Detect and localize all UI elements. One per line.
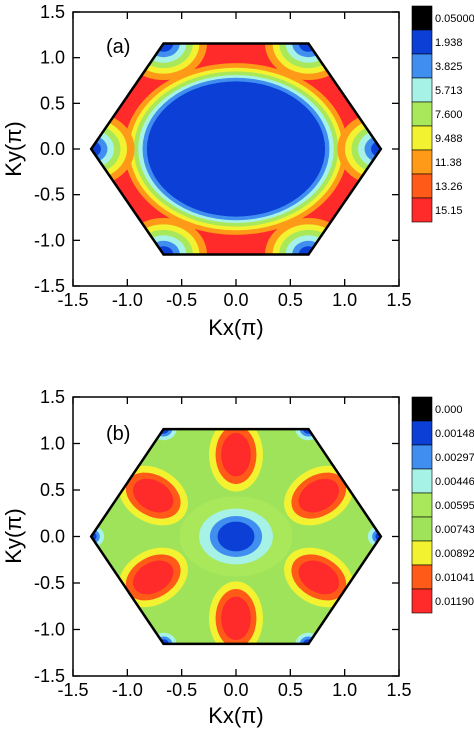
legend-label-a-6: 11.38 — [435, 157, 462, 169]
legend-label-a-3: 5.713 — [435, 85, 463, 97]
legend-label-b-7: 0.01041 — [435, 572, 474, 584]
legend-swatch-a-8 — [411, 197, 433, 223]
center-blue-b — [217, 521, 255, 552]
y-tick-label-b-1: 1.0 — [40, 434, 65, 454]
y-tick-label-a-6: -1.5 — [34, 276, 65, 296]
y-tick-label-a-5: -1.0 — [34, 230, 65, 250]
x-tick-label-a-6: 1.5 — [386, 290, 411, 310]
legend-label-b-2: 0.002975 — [435, 452, 474, 464]
x-axis-label-b: Kx(π) — [208, 703, 264, 728]
legend-label-a-1: 1.938 — [435, 37, 463, 49]
legend-swatch-a-2 — [411, 53, 433, 79]
brillouin-zone-a — [89, 42, 383, 256]
panel-b: -1.5 -1.0 -0.5 0.0 0.5 1.0 1.5 1.5 1.0 0.5 0.0 -0.5… — [1, 387, 474, 728]
legend-label-b-3: 0.004463 — [435, 476, 474, 488]
lobe-red-2 — [298, 560, 340, 595]
legend-label-a-5: 9.488 — [435, 133, 463, 145]
x-tick-label-b-0: -1.5 — [57, 680, 88, 700]
panel-a: -1.5 -1.0 -0.5 0.0 0.5 1.0 1.5 1.5 1.0 0.5 0.0 -0.5… — [1, 2, 474, 340]
x-tick-label-b-4: 0.5 — [278, 680, 303, 700]
x-tick-label-a-1: -1.0 — [112, 290, 143, 310]
legend-swatch-a-0 — [411, 5, 433, 31]
y-tick-label-a-0: 1.5 — [40, 2, 65, 22]
tick-labels-a: -1.5 -1.0 -0.5 0.0 0.5 1.0 1.5 1.5 1.0 0.5 0.0 -0.5… — [34, 2, 412, 310]
y-tick-label-b-3: 0.0 — [40, 527, 65, 547]
y-tick-label-b-6: -1.5 — [34, 666, 65, 686]
axis-ticks-b — [72, 396, 400, 677]
corner-pocket-b-0-1 — [372, 529, 381, 544]
legend-label-b-8: 0.01190 — [435, 596, 474, 608]
legend-label-b-0: 0.000 — [435, 404, 463, 416]
legend-swatch-b-0 — [411, 396, 433, 422]
legend-swatch-b-3 — [411, 468, 433, 494]
x-tick-label-b-2: -0.5 — [166, 680, 197, 700]
lobe-red-0 — [221, 432, 251, 477]
legend-swatch-a-5 — [411, 125, 433, 151]
legend-label-a-4: 7.600 — [435, 109, 463, 121]
legend-swatch-a-7 — [411, 173, 433, 199]
legend-swatch-b-4 — [411, 492, 433, 518]
panel-label-a: (a) — [106, 36, 130, 58]
y-axis-label-b: Ky(π) — [1, 508, 26, 564]
lobe-red-3 — [221, 596, 251, 641]
legend-swatch-b-8 — [411, 588, 433, 614]
axis-ticks-a — [72, 11, 400, 287]
x-tick-label-b-6: 1.5 — [386, 680, 411, 700]
legend-label-a-2: 3.825 — [435, 61, 463, 73]
lobe-red-1 — [298, 478, 340, 513]
x-axis-label-a: Kx(π) — [208, 315, 264, 340]
legend-label-b-5: 0.007438 — [435, 524, 474, 536]
legend-label-b-6: 0.008925 — [435, 548, 474, 560]
legend-swatch-b-6 — [411, 540, 433, 566]
y-tick-label-a-2: 0.5 — [40, 93, 65, 113]
legend-label-b-1: 0.001488 — [435, 428, 474, 440]
x-tick-label-a-0: -1.5 — [57, 290, 88, 310]
corner-pocket-b-3-0 — [91, 525, 105, 548]
legend-swatch-b-1 — [411, 420, 433, 446]
corner-pocket-a-3-4 — [91, 135, 108, 163]
lobe-red-4 — [132, 560, 174, 595]
corner-pocket-a-3-5 — [91, 140, 101, 158]
brillouin-zone-b — [89, 427, 383, 646]
legend-swatch-b-5 — [411, 516, 433, 542]
legend-a: 0.05000 1.938 3.825 5.713 7.600 9.488 11.38 13.… — [411, 5, 474, 223]
x-tick-label-a-2: -0.5 — [166, 290, 197, 310]
y-tick-label-b-4: -0.5 — [34, 573, 65, 593]
tick-labels-b: -1.5 -1.0 -0.5 0.0 0.5 1.0 1.5 1.5 1.0 0.5 0.0 -0.5… — [34, 387, 412, 700]
y-tick-label-a-3: 0.0 — [40, 139, 65, 159]
y-axis-label-a: Ky(π) — [1, 121, 26, 177]
corner-pocket-a-0-4 — [364, 135, 381, 163]
panel-label-b: (b) — [106, 423, 130, 445]
y-tick-label-a-4: -0.5 — [34, 185, 65, 205]
x-tick-label-a-5: 1.0 — [332, 290, 357, 310]
y-tick-label-b-5: -1.0 — [34, 620, 65, 640]
x-tick-label-b-1: -1.0 — [112, 680, 143, 700]
y-tick-label-b-2: 0.5 — [40, 480, 65, 500]
legend-swatch-a-3 — [411, 77, 433, 103]
x-tick-label-a-4: 0.5 — [278, 290, 303, 310]
legend-swatch-a-1 — [411, 29, 433, 55]
x-tick-label-b-3: 0.0 — [223, 680, 248, 700]
corner-pocket-a-0-5 — [371, 140, 381, 158]
legend-swatch-a-6 — [411, 149, 433, 175]
x-tick-label-a-3: 0.0 — [223, 290, 248, 310]
legend-swatch-b-7 — [411, 564, 433, 590]
legend-label-a-8: 15.15 — [435, 205, 463, 217]
legend-swatch-b-2 — [411, 444, 433, 470]
x-tick-label-b-5: 1.0 — [332, 680, 357, 700]
y-tick-label-a-1: 1.0 — [40, 48, 65, 68]
legend-swatch-a-4 — [411, 101, 433, 127]
legend-label-a-7: 13.26 — [435, 181, 463, 193]
corner-pocket-b-3-1 — [91, 529, 100, 544]
corner-pocket-b-0-0 — [367, 525, 381, 548]
y-tick-label-b-0: 1.5 — [40, 387, 65, 407]
lobe-red-5 — [132, 478, 174, 513]
legend-label-a-0: 0.05000 — [435, 13, 474, 25]
contour-core-a — [146, 81, 326, 217]
